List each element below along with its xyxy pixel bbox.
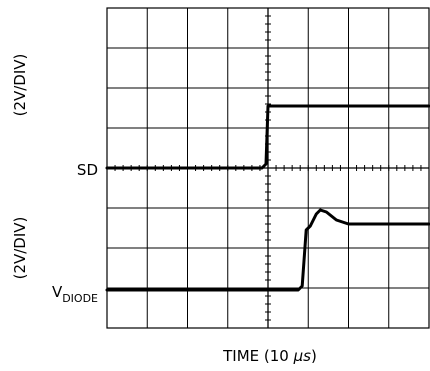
traces [105,104,430,292]
vdiode-channel-label: VDIODE [52,283,98,305]
x-axis-label: TIME (10 μs) [222,347,317,365]
bottom-scale-label: (2V/DIV) [11,217,29,280]
trace-sd [105,104,430,170]
top-scale-label: (2V/DIV) [11,54,29,117]
x-axis-label-prefix: TIME (10 [222,347,293,365]
vdiode-label-main: V [52,283,63,301]
vdiode-label-subscript: DIODE [62,292,98,305]
trace-v-diode [105,208,430,292]
x-axis-label-unit: μs [293,347,312,365]
x-axis-label-suffix: ) [311,347,317,365]
sd-channel-label: SD [77,161,98,179]
